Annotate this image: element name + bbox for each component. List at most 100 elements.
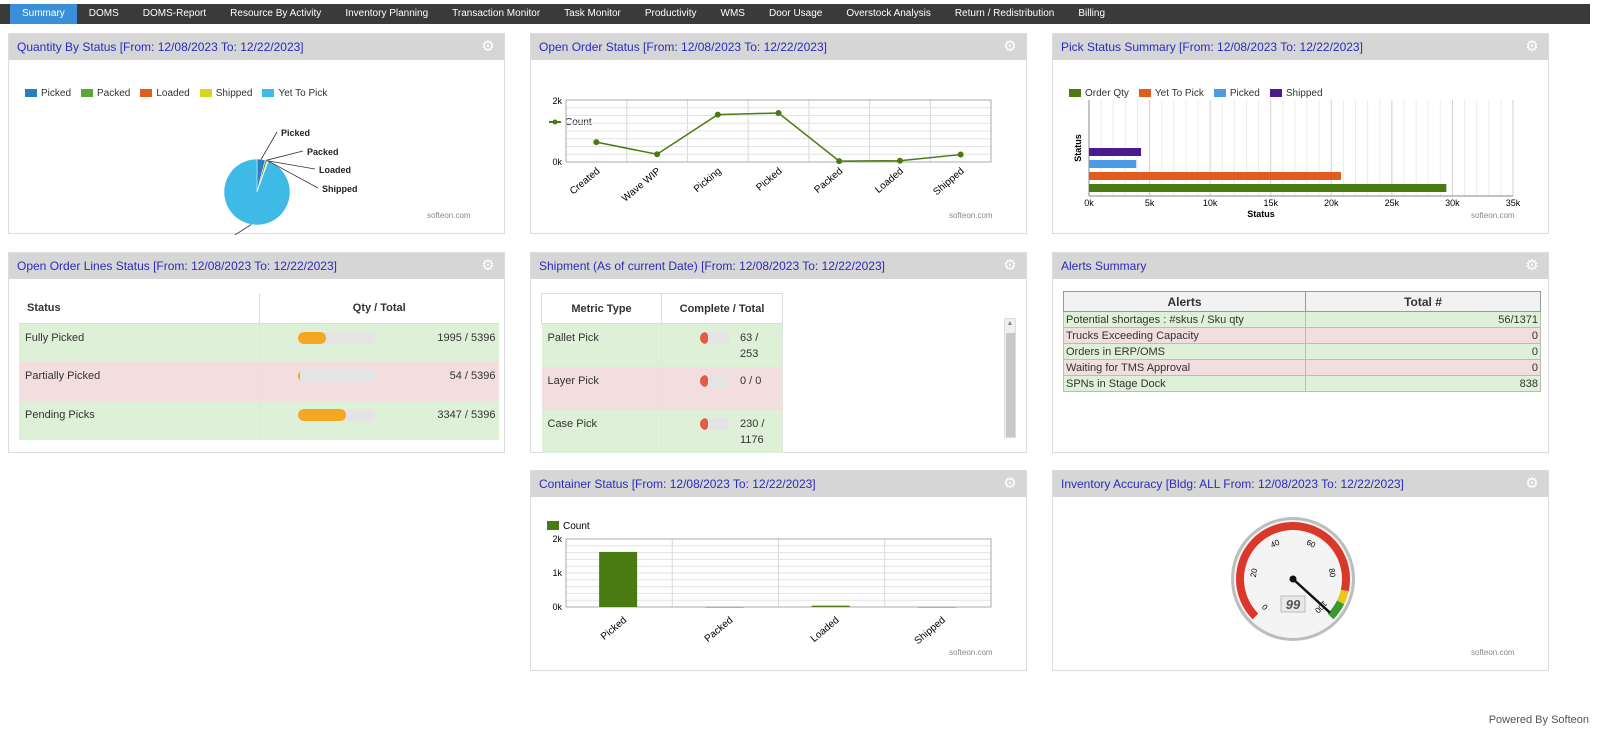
legend-label: Loaded bbox=[156, 87, 190, 99]
gear-icon[interactable]: ⚙ bbox=[1003, 38, 1017, 55]
legend-item: Order Qty bbox=[1069, 88, 1129, 99]
gauge-band-green bbox=[1327, 600, 1345, 620]
horizontal-bar-chart: 0k 5k 10k 15k 20k 25k 30k 35k Status Status bbox=[1073, 100, 1521, 219]
panel-title: Container Status [From: 12/08/2023 To: 1… bbox=[531, 471, 1026, 497]
scroll-up-icon[interactable]: ▲ bbox=[1006, 320, 1014, 327]
pie-slice bbox=[223, 158, 291, 226]
pie-leader-line bbox=[267, 160, 319, 189]
panel-title: Quantity By Status [From: 12/08/2023 To:… bbox=[9, 34, 504, 60]
status-cell: Partially Picked bbox=[19, 362, 260, 401]
open-order-status-panel: Open Order Status [From: 12/08/2023 To: … bbox=[530, 33, 1027, 234]
watermark: softeon.com bbox=[949, 648, 993, 657]
x-tick-label: Packed bbox=[813, 166, 846, 196]
y-tick-label: 0k bbox=[552, 602, 562, 612]
x-tick-label: Loaded bbox=[809, 615, 842, 645]
gear-icon[interactable]: ⚙ bbox=[1525, 38, 1539, 55]
tab-door-usage[interactable]: Door Usage bbox=[768, 8, 823, 19]
tab-inventory-planning[interactable]: Inventory Planning bbox=[345, 8, 429, 19]
progress-fill bbox=[297, 409, 346, 422]
scrollbar[interactable]: ▲ bbox=[1004, 318, 1016, 438]
table-row: Partially Picked 54 / 5396 bbox=[19, 362, 499, 401]
gear-icon[interactable]: ⚙ bbox=[1525, 257, 1539, 274]
y-axis-title: Status bbox=[1073, 134, 1083, 162]
pie-leader-line bbox=[234, 224, 252, 235]
column-header-metric: Metric Type bbox=[541, 293, 662, 324]
tab-resource-by-activity[interactable]: Resource By Activity bbox=[230, 8, 322, 19]
column-header-status: Status bbox=[19, 293, 260, 324]
legend-item: Yet To Pick bbox=[262, 88, 327, 99]
column-header-qty: Qty / Total bbox=[259, 293, 499, 324]
pie-legend: Picked Packed Loaded Shipped Yet To Pick bbox=[25, 84, 337, 102]
gear-icon[interactable]: ⚙ bbox=[481, 257, 495, 274]
legend-label: Order Qty bbox=[1085, 87, 1129, 99]
alert-total-cell: 838 bbox=[1305, 375, 1541, 392]
tab-productivity[interactable]: Productivity bbox=[644, 8, 697, 19]
panel-title: Shipment (As of current Date) [From: 12/… bbox=[531, 253, 1026, 279]
column-header-complete: Complete / Total bbox=[661, 293, 783, 324]
bar bbox=[705, 607, 744, 608]
bar-picked bbox=[1089, 160, 1137, 168]
gauge-hub bbox=[1289, 575, 1297, 583]
gauge-value: 99 bbox=[1286, 597, 1301, 612]
pick-status-summary-panel: Pick Status Summary [From: 12/08/2023 To… bbox=[1052, 33, 1549, 234]
gauge-band-yellow bbox=[1337, 589, 1349, 605]
x-tick-label: 25k bbox=[1385, 198, 1400, 208]
tab-summary[interactable]: Summary bbox=[10, 4, 77, 24]
gauge-tick-label: 80 bbox=[1327, 568, 1337, 579]
table-row: Case Pick 230 / 1176 bbox=[541, 409, 783, 453]
tab-task-monitor[interactable]: Task Monitor bbox=[564, 8, 621, 19]
legend-swatch bbox=[199, 89, 212, 97]
tab-return-redistribution[interactable]: Return / Redistribution bbox=[954, 8, 1055, 19]
alert-name-cell: Orders in ERP/OMS bbox=[1063, 343, 1306, 360]
tab-wms[interactable]: WMS bbox=[720, 8, 745, 19]
gear-icon[interactable]: ⚙ bbox=[1003, 257, 1017, 274]
complete-value: 63 / 253 bbox=[740, 332, 758, 360]
bar-order-qty bbox=[1089, 184, 1447, 192]
legend-label: Count bbox=[563, 521, 590, 532]
tab-billing[interactable]: Billing bbox=[1078, 8, 1106, 19]
gear-icon[interactable]: ⚙ bbox=[481, 38, 495, 55]
watermark: softeon.com bbox=[1471, 211, 1515, 220]
gear-icon[interactable]: ⚙ bbox=[1525, 475, 1539, 492]
progress-bar bbox=[297, 370, 376, 383]
legend-item: Shipped bbox=[199, 88, 252, 99]
pie-slice-label: Loaded bbox=[319, 165, 351, 175]
line-chart: Count 2k 0k Created Wave WIP Picking Picked Pac… bbox=[549, 96, 992, 204]
legend-label: Picked bbox=[41, 87, 72, 99]
metric-cell: Layer Pick bbox=[541, 366, 662, 410]
shipment-table: Metric Type Complete / Total Pallet Pick… bbox=[541, 293, 783, 453]
plot-border bbox=[565, 538, 992, 608]
table-row: Orders in ERP/OMS 0 bbox=[1063, 343, 1541, 360]
legend-swatch bbox=[1213, 89, 1226, 97]
panel-title: Open Order Status [From: 12/08/2023 To: … bbox=[531, 34, 1026, 60]
x-tick-label: 20k bbox=[1324, 198, 1339, 208]
gauge-value-box bbox=[1280, 595, 1306, 613]
y-tick-label: 0k bbox=[552, 157, 562, 167]
legend-swatch bbox=[140, 89, 153, 97]
x-tick-label: Created bbox=[568, 166, 602, 197]
scrollbar-thumb[interactable] bbox=[1006, 333, 1015, 437]
legend-swatch bbox=[262, 89, 275, 97]
plot-border bbox=[565, 99, 992, 163]
panel-title: Alerts Summary bbox=[1053, 253, 1548, 279]
column-header-total: Total # bbox=[1305, 291, 1541, 312]
pick-legend: Order Qty Yet To Pick Picked Shipped bbox=[1069, 84, 1333, 102]
legend-label: Packed bbox=[97, 87, 131, 99]
tab-transaction-monitor[interactable]: Transaction Monitor bbox=[452, 8, 541, 19]
pie-leader-line bbox=[267, 160, 316, 170]
tab-doms[interactable]: DOMS bbox=[88, 8, 119, 19]
alert-name-cell: SPNs in Stage Dock bbox=[1063, 375, 1306, 392]
legend-marker bbox=[552, 119, 558, 125]
tab-overstock-analysis[interactable]: Overstock Analysis bbox=[846, 8, 931, 19]
status-cell: Fully Picked bbox=[19, 323, 260, 362]
complete-value-line: 253 bbox=[740, 348, 759, 360]
alert-total-cell: 0 bbox=[1305, 359, 1541, 376]
legend-item: Picked bbox=[1213, 88, 1260, 99]
panel-title: Open Order Lines Status [From: 12/08/202… bbox=[9, 253, 504, 279]
inventory-accuracy-panel: Inventory Accuracy [Bldg: ALL From: 12/0… bbox=[1052, 470, 1549, 671]
tab-doms-report[interactable]: DOMS-Report bbox=[142, 8, 207, 19]
metric-cell: Case Pick bbox=[541, 409, 662, 453]
container-status-panel: Container Status [From: 12/08/2023 To: 1… bbox=[530, 470, 1027, 671]
pie-slice-label: Picked bbox=[281, 128, 310, 138]
gear-icon[interactable]: ⚙ bbox=[1003, 475, 1017, 492]
